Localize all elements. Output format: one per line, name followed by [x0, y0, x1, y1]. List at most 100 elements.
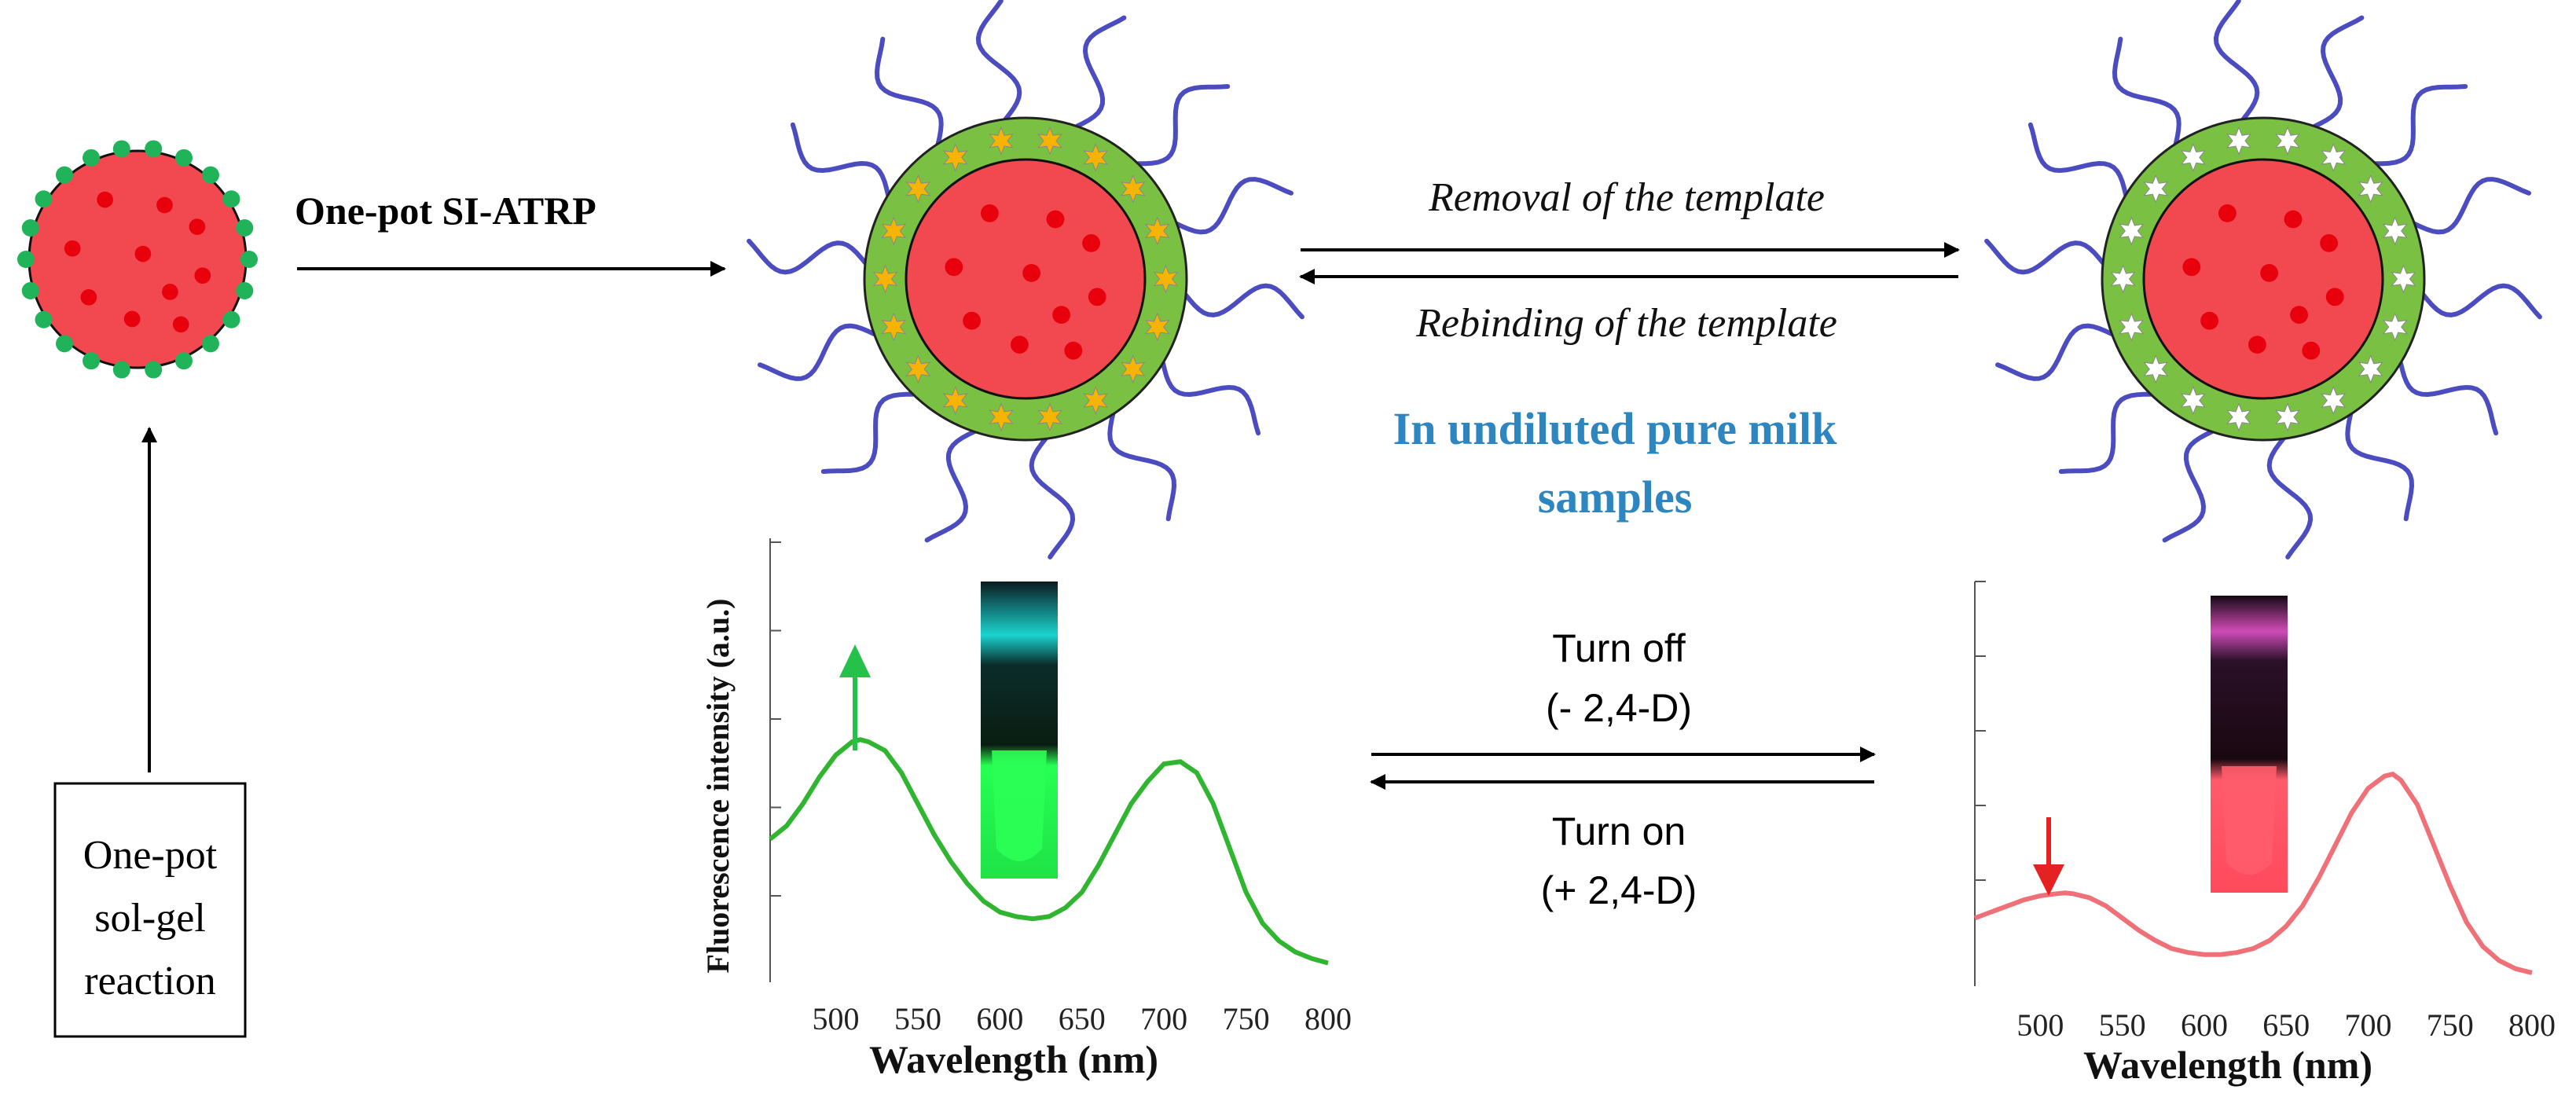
x-tick-label: 650	[1059, 1001, 1106, 1036]
surface-seed-dot	[83, 149, 101, 167]
milk-label-line2: samples	[1538, 471, 1693, 523]
surface-seed-dot	[145, 140, 163, 158]
surface-seed-dot	[83, 352, 101, 370]
solgel-line3: reaction	[84, 959, 215, 1003]
template-site	[2382, 312, 2408, 342]
template-site	[2382, 216, 2408, 246]
y-axis-label: Fluorescence intensity (a.u.)	[700, 599, 736, 974]
core-dot	[1088, 288, 1106, 306]
core-dot	[172, 316, 189, 333]
template-site	[1037, 126, 1062, 156]
template-site	[2119, 312, 2145, 342]
label-rebinding: Rebinding of the template	[1415, 301, 1837, 346]
template-site	[2180, 386, 2206, 415]
x-tick-label: 500	[2016, 1007, 2064, 1043]
core-dot	[2320, 234, 2339, 252]
core-dot	[156, 196, 173, 214]
template-site	[881, 312, 907, 342]
template-site	[881, 216, 907, 246]
solgel-line2: sol-gel	[94, 896, 206, 941]
surface-seed-dot	[145, 361, 163, 379]
polymer-brush-chain	[874, 36, 944, 146]
surface-seed-dot	[21, 282, 39, 300]
vial-shape-green	[992, 750, 1047, 861]
core-dot	[2290, 306, 2309, 324]
surface-seed-dot	[174, 149, 193, 167]
core-dot	[963, 311, 981, 330]
x-tick-label: 500	[813, 1001, 860, 1036]
core-dot	[123, 310, 141, 328]
surface-seed-dot	[112, 140, 130, 158]
mip-particle-with-template	[747, 0, 1305, 560]
template-site	[2180, 143, 2206, 172]
x-tick-label: 700	[2344, 1007, 2391, 1043]
seed-nanoparticle	[17, 140, 258, 379]
polymer-brush-chain	[2058, 391, 2153, 474]
x-tick-label: 800	[2508, 1007, 2556, 1043]
core-dot	[194, 267, 211, 284]
polymer-brush-chain	[2027, 122, 2129, 198]
fluorescence-curve-red	[1973, 771, 2533, 975]
polymer-brush-chain	[820, 391, 916, 474]
core-dot	[97, 191, 113, 208]
template-site	[942, 143, 968, 172]
polymer-brush-chain	[2373, 84, 2468, 167]
surface-seed-dot	[236, 282, 254, 300]
template-site	[2143, 354, 2169, 384]
core-dot	[134, 245, 152, 262]
core-dot	[1052, 306, 1070, 324]
core-dot	[2200, 311, 2219, 330]
core-dot	[2248, 336, 2266, 354]
template-site	[1083, 143, 1109, 172]
label-turn-on-2: (+ 2,4-D)	[1541, 868, 1697, 912]
down-arrowhead-red	[2033, 864, 2064, 896]
core-dot	[80, 288, 97, 306]
core-dot	[64, 240, 81, 257]
polymer-brush-chain	[747, 238, 868, 275]
core-dot	[1046, 210, 1065, 229]
surface-seed-dot	[21, 218, 39, 237]
template-site	[989, 402, 1014, 432]
polymer-brush-chain	[2213, 0, 2260, 122]
milk-label-line1: In undiluted pure milk	[1393, 403, 1837, 454]
template-site	[942, 386, 968, 415]
x-tick-label: 600	[2181, 1007, 2228, 1043]
solgel-box	[53, 782, 247, 1038]
polymer-brush-chain	[2312, 15, 2365, 129]
x-tick-label: 550	[2099, 1007, 2146, 1043]
core-dot	[1011, 336, 1029, 354]
surface-seed-dot	[201, 335, 219, 353]
core-dot	[2325, 288, 2344, 306]
spectrum-chart-turn-on: 500 550 600 650 700 750 800 Fluorescence inten…	[700, 538, 1352, 1081]
template-site	[2358, 354, 2383, 384]
template-site	[1120, 354, 1146, 384]
template-site	[1144, 216, 1170, 246]
polymer-brush-chain	[2412, 177, 2531, 235]
x-tick-label: 700	[1140, 1001, 1187, 1036]
surface-seed-dot	[240, 251, 258, 268]
fluorescence-curve-green	[769, 737, 1329, 966]
label-turn-on-1: Turn on	[1552, 809, 1686, 853]
template-site	[2321, 143, 2347, 172]
polymer-brush-chain	[1136, 84, 1231, 167]
label-removal: Removal of the template	[1428, 175, 1825, 220]
polymer-brush-chain	[1995, 323, 2115, 381]
surface-seed-dot	[35, 310, 53, 328]
template-site	[989, 126, 1014, 156]
polymer-brush-chain	[1160, 360, 1261, 436]
template-site	[1083, 386, 1109, 415]
surface-seed-dot	[112, 361, 130, 379]
core-dot	[2284, 210, 2303, 229]
polymer-brush-chain	[1029, 436, 1076, 560]
surface-seed-dot	[222, 190, 240, 208]
polymer-brush-chain	[2345, 412, 2415, 522]
x-tick-label: 750	[2427, 1007, 2474, 1043]
template-site	[2275, 402, 2300, 432]
core-dot	[189, 218, 206, 235]
template-site	[905, 354, 931, 384]
core-dot	[2302, 341, 2321, 360]
template-site	[2226, 126, 2251, 156]
template-site	[2358, 174, 2383, 204]
polymer-brush-chain	[2112, 36, 2182, 146]
